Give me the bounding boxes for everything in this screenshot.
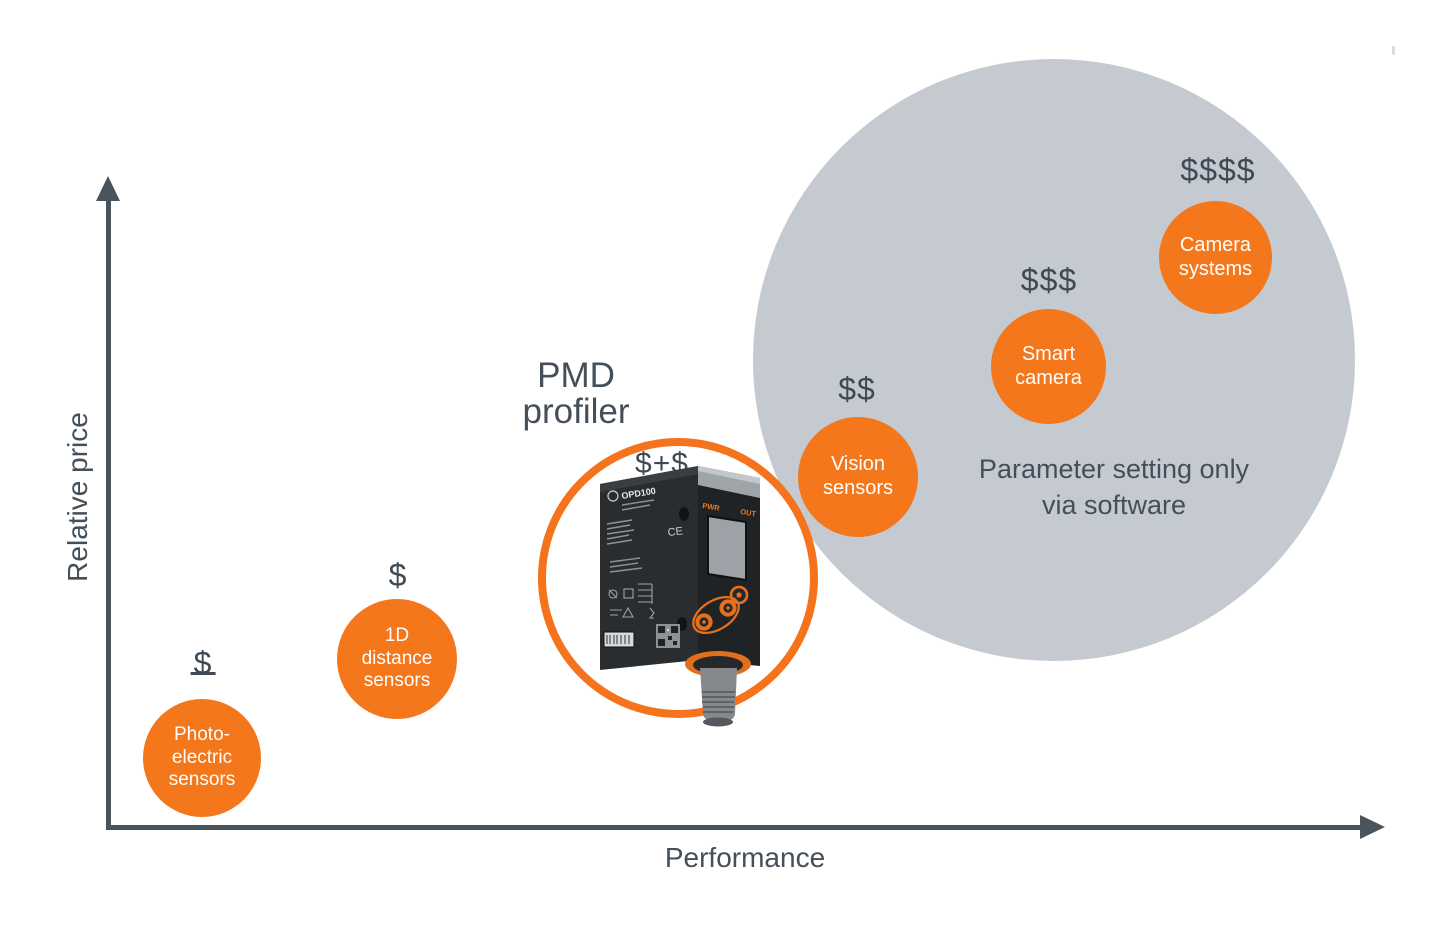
device-schematic-icons xyxy=(608,583,655,619)
device-button-top-dot xyxy=(736,592,742,598)
software-note: Parameter setting only via software xyxy=(979,452,1249,524)
bubble-label-line: sensors xyxy=(363,670,431,692)
x-axis-arrow-icon xyxy=(1360,815,1385,839)
device-barcode-lines xyxy=(606,635,630,644)
pmd-profiler-device-image: OPD100 CE xyxy=(600,466,760,727)
bubble-label-line: Smart xyxy=(1021,342,1076,365)
y-axis-label: Relative price xyxy=(62,412,93,582)
device-display xyxy=(707,514,747,582)
pmd-title-line1: PMD xyxy=(537,356,615,395)
device-out-led-label: OUT xyxy=(740,507,757,518)
pmd-price-plus: + xyxy=(652,447,672,480)
y-axis-line xyxy=(106,198,111,830)
device-left-face xyxy=(600,466,698,670)
device-connector-tip xyxy=(703,717,733,727)
price-tag-1d-distance: $ xyxy=(388,557,408,593)
bubble-smart-camera: Smart camera xyxy=(991,309,1106,424)
stray-artifact-mark xyxy=(1392,46,1395,55)
bubble-photo-electric-sensors: Photo- electric sensors xyxy=(143,699,261,817)
price-tag-vision-sensors: $$ xyxy=(838,371,876,407)
device-qr-code xyxy=(656,624,680,648)
bubble-label-line: sensors xyxy=(822,477,894,499)
bubble-label-line: Photo- xyxy=(174,724,230,746)
device-connector-barrel xyxy=(700,668,737,722)
device-mounting-hole-top xyxy=(679,507,689,521)
software-note-line2: via software xyxy=(1041,489,1187,520)
bubble-label-line: Camera xyxy=(1179,233,1252,256)
software-note-line1: Parameter setting only xyxy=(978,454,1250,484)
bubble-label-line: sensors xyxy=(168,769,236,791)
device-barcode-label xyxy=(603,631,635,648)
pmd-title-line2: profiler xyxy=(522,392,630,432)
device-connector-threads xyxy=(702,691,735,713)
x-axis-line xyxy=(106,825,1362,830)
pmd-price-dollar: $ xyxy=(635,447,653,480)
device-pwr-led-label: PWR xyxy=(702,501,721,513)
ifm-logo-icon xyxy=(607,490,619,502)
bubble-label-line: electric xyxy=(171,746,233,768)
bubble-label-line: camera xyxy=(1015,366,1082,389)
bubble-vision-sensors: Vision sensors xyxy=(798,417,918,537)
device-fineprint-lines xyxy=(606,499,655,573)
device-button-left-dot xyxy=(702,620,706,624)
device-ce-mark: CE xyxy=(667,525,683,539)
y-axis-arrow-icon xyxy=(96,176,120,201)
bubble-camera-systems: Camera systems xyxy=(1159,201,1272,314)
device-button-oval-outline xyxy=(692,596,740,634)
bubble-label-line: systems xyxy=(1178,257,1253,280)
device-optics-highlight xyxy=(698,466,760,484)
bubble-label-line: Vision xyxy=(830,453,886,476)
bubble-label-line: distance xyxy=(361,647,433,669)
device-top-bevel xyxy=(600,466,698,492)
price-tag-smart-camera: $$$ xyxy=(1020,262,1078,298)
x-axis-label: Performance xyxy=(664,842,826,873)
cut-dollar-glyph: $ xyxy=(191,645,216,681)
bubble-label-line: 1D xyxy=(384,625,410,647)
price-tag-camera-systems: $$$$ xyxy=(1180,152,1256,188)
device-button-right-dot xyxy=(726,606,730,610)
price-tag-photo-electric: $ xyxy=(191,645,216,682)
pmd-profiler-title: PMD profiler xyxy=(522,356,630,432)
bubble-1d-distance-sensors: 1D distance sensors xyxy=(337,599,457,719)
